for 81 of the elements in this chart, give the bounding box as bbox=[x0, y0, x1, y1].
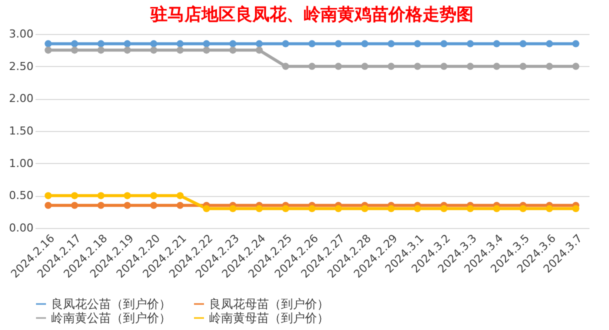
point bbox=[282, 62, 290, 70]
point bbox=[388, 205, 395, 212]
point bbox=[414, 40, 422, 48]
point bbox=[414, 205, 422, 212]
point bbox=[124, 46, 131, 54]
point bbox=[361, 205, 368, 212]
point bbox=[150, 202, 158, 209]
point bbox=[334, 62, 342, 70]
point bbox=[546, 205, 553, 212]
point bbox=[71, 40, 78, 48]
point bbox=[44, 40, 52, 48]
point bbox=[546, 62, 553, 70]
point bbox=[124, 202, 131, 209]
point bbox=[229, 46, 236, 54]
y-tick-label: 2.00 bbox=[9, 92, 34, 106]
point bbox=[176, 192, 184, 200]
y-tick-label: 2.50 bbox=[9, 60, 34, 73]
point bbox=[150, 46, 158, 54]
point bbox=[466, 62, 474, 70]
point bbox=[282, 205, 290, 212]
point bbox=[440, 62, 448, 70]
point bbox=[520, 40, 527, 48]
point bbox=[308, 40, 316, 48]
point bbox=[150, 192, 158, 200]
point bbox=[308, 62, 316, 70]
point bbox=[176, 40, 184, 48]
legend-label: 岭南黄公苗（到户价） bbox=[51, 311, 171, 325]
point bbox=[388, 62, 395, 70]
point bbox=[388, 40, 395, 48]
y-tick-label: 1.50 bbox=[9, 124, 34, 138]
point bbox=[466, 205, 474, 212]
point bbox=[361, 40, 368, 48]
point bbox=[150, 40, 158, 48]
y-tick-label: 1.00 bbox=[9, 156, 34, 170]
point bbox=[229, 205, 236, 212]
point bbox=[97, 40, 104, 48]
point bbox=[520, 62, 527, 70]
point bbox=[493, 40, 500, 48]
point bbox=[229, 40, 236, 48]
chart-title: 驻马店地区良凤花、岭南黄鸡苗价格走势图 bbox=[150, 5, 474, 25]
point bbox=[97, 192, 104, 200]
point bbox=[572, 205, 580, 212]
point bbox=[466, 40, 474, 48]
point bbox=[493, 62, 500, 70]
point bbox=[202, 40, 210, 48]
point bbox=[44, 46, 52, 54]
point bbox=[256, 205, 263, 212]
legend-label: 岭南黄母苗（到户价） bbox=[209, 311, 329, 325]
point bbox=[71, 202, 78, 209]
point bbox=[572, 40, 580, 48]
point bbox=[176, 202, 184, 209]
point bbox=[440, 205, 448, 212]
point bbox=[202, 205, 210, 212]
y-tick-label: 3.00 bbox=[9, 28, 34, 40]
point bbox=[176, 46, 184, 54]
point bbox=[97, 202, 104, 209]
y-tick-label: 0.50 bbox=[9, 189, 34, 202]
point bbox=[71, 46, 78, 54]
point bbox=[282, 40, 290, 48]
legend-label: 良凤花公苗（到户价） bbox=[51, 297, 171, 311]
point bbox=[256, 46, 263, 54]
point bbox=[44, 192, 52, 200]
legend-label: 良凤花母苗（到户价） bbox=[209, 297, 329, 311]
point bbox=[334, 205, 342, 212]
point bbox=[572, 62, 580, 70]
point bbox=[520, 205, 527, 212]
point bbox=[546, 40, 553, 48]
point bbox=[414, 62, 422, 70]
point bbox=[71, 192, 78, 200]
point bbox=[493, 205, 500, 212]
point bbox=[256, 40, 263, 48]
point bbox=[97, 46, 104, 54]
point bbox=[334, 40, 342, 48]
point bbox=[44, 202, 52, 209]
point bbox=[202, 46, 210, 54]
point bbox=[124, 192, 131, 200]
y-tick-label: 0.00 bbox=[9, 222, 34, 234]
point bbox=[361, 62, 368, 70]
point bbox=[440, 40, 448, 48]
point bbox=[124, 40, 131, 48]
point bbox=[308, 205, 316, 212]
